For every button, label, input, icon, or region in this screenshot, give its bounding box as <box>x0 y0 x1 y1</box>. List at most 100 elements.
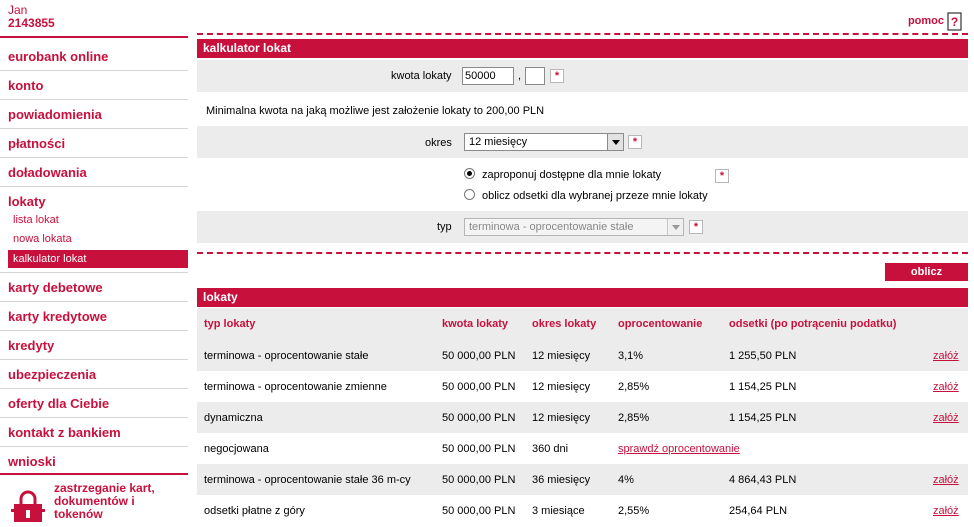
required-marker: * <box>715 169 729 183</box>
sidebar-item-doladowania[interactable]: doładowania <box>8 165 87 180</box>
deposit-rate: 4% <box>618 474 634 486</box>
deposit-type: dynamiczna <box>204 412 263 424</box>
results-title: lokaty <box>197 288 968 307</box>
sidebar-separator <box>0 272 188 273</box>
open-deposit-link[interactable]: załóż <box>933 381 959 393</box>
sidebar-item-kontakt[interactable]: kontakt z bankiem <box>8 425 121 440</box>
sidebar-separator <box>0 388 188 389</box>
restrict-cards-link[interactable]: zastrzeganie kart, dokumentów i tokenów <box>54 481 155 521</box>
deposit-type: odsetki płatne z góry <box>204 505 305 517</box>
column-header: oprocentowanie <box>618 318 703 330</box>
column-header: okres lokaty <box>532 318 597 330</box>
deposit-amount: 50 000,00 PLN <box>442 443 516 455</box>
amount-input[interactable] <box>462 67 514 85</box>
sidebar-item-powiadomienia[interactable]: powiadomienia <box>8 107 102 122</box>
open-deposit-link[interactable]: załóż <box>933 474 959 486</box>
sidebar-separator <box>0 417 188 418</box>
sidebar-item-kredyty[interactable]: kredyty <box>8 338 55 353</box>
required-marker: * <box>689 220 703 234</box>
required-marker: * <box>550 69 564 83</box>
sidebar-item-konto[interactable]: konto <box>8 78 44 93</box>
column-header: typ lokaty <box>204 318 256 330</box>
sidebar-separator <box>0 301 188 302</box>
deposit-interest: 254,64 PLN <box>729 505 788 517</box>
amount-row <box>197 60 968 92</box>
deposit-period: 36 miesięcy <box>532 474 591 486</box>
required-marker: * <box>628 135 642 149</box>
deposit-interest: 1 255,50 PLN <box>729 350 797 362</box>
sidebar-separator <box>0 70 188 71</box>
sidebar-item-platnosci[interactable]: płatności <box>8 136 66 151</box>
deposit-type: terminowa - oprocentowanie zmienne <box>204 381 387 393</box>
deposit-amount: 50 000,00 PLN <box>442 350 516 362</box>
deposit-period: 12 miesięcy <box>532 350 591 362</box>
sidebar-subitem-kalkulator-lokat[interactable]: kalkulator lokat <box>8 250 188 268</box>
amount-cents-input[interactable] <box>525 67 545 85</box>
deposit-interest: 4 864,43 PLN <box>729 474 797 486</box>
deposit-rate: 2,85% <box>618 412 650 424</box>
radio-calculate-label: oblicz odsetki dla wybranej przeze mnie … <box>482 190 708 202</box>
sidebar-item-karty-kredytowe[interactable]: karty kredytowe <box>8 309 107 324</box>
sidebar-divider <box>0 36 188 38</box>
amount-label: kwota lokaty <box>391 70 452 82</box>
sidebar-item-karty-debetowe[interactable]: karty debetowe <box>8 280 103 295</box>
check-rate-link[interactable]: sprawdź oprocentowanie <box>618 443 740 455</box>
period-select-value: 12 miesięcy <box>469 136 528 148</box>
table-row: terminowa - oprocentowanie stałe 36 m-cy… <box>197 464 968 495</box>
deposit-type: terminowa - oprocentowanie stałe <box>204 350 369 362</box>
sidebar-separator <box>0 330 188 331</box>
sidebar-divider <box>0 473 188 475</box>
user-number: 2143855 <box>8 16 55 30</box>
help-icon: ? <box>947 12 962 31</box>
radio-calculate-interest[interactable] <box>464 189 475 200</box>
deposit-type: terminowa - oprocentowanie stałe 36 m-cy <box>204 474 411 486</box>
deposit-rate: 2,85% <box>618 381 650 393</box>
sidebar-item-ubezpieczenia[interactable]: ubezpieczenia <box>8 367 97 382</box>
dashed-divider <box>197 252 968 254</box>
period-select[interactable]: 12 miesięcy <box>464 133 624 151</box>
sidebar-separator <box>0 128 188 129</box>
open-deposit-link[interactable]: załóż <box>933 350 959 362</box>
deposit-type: negocjowana <box>204 443 269 455</box>
open-deposit-link[interactable]: załóż <box>933 412 959 424</box>
sidebar: Jan 2143855 eurobank online konto powiad… <box>0 0 190 527</box>
sidebar-separator <box>0 359 188 360</box>
deposit-interest: 1 154,25 PLN <box>729 412 797 424</box>
lock-icon[interactable] <box>10 490 46 524</box>
radio-propose-deposits[interactable] <box>464 168 475 179</box>
dashed-divider <box>197 33 968 35</box>
results-table-header: typ lokaty kwota lokaty okres lokaty opr… <box>197 308 968 340</box>
table-row: terminowa - oprocentowanie zmienne 50 00… <box>197 371 968 402</box>
sidebar-item-eurobank-online[interactable]: eurobank online <box>8 49 109 64</box>
period-label: okres <box>425 137 452 149</box>
open-deposit-link[interactable]: załóż <box>933 505 959 517</box>
column-header: odsetki (po potrąceniu podatku) <box>729 318 897 330</box>
min-amount-info: Minimalna kwota na jaką możliwe jest zał… <box>206 105 545 117</box>
amount-separator: , <box>518 70 522 82</box>
chevron-down-icon <box>667 219 683 235</box>
type-select[interactable]: terminowa - oprocentowanie stałe <box>464 218 684 236</box>
radio-propose-label: zaproponuj dostępne dla mnie lokaty <box>482 169 662 181</box>
table-row: odsetki płatne z góry 50 000,00 PLN 3 mi… <box>197 495 968 526</box>
column-header: kwota lokaty <box>442 318 509 330</box>
deposit-rate: 3,1% <box>618 350 644 362</box>
deposit-period: 360 dni <box>532 443 569 455</box>
sidebar-item-oferty[interactable]: oferty dla Ciebie <box>8 396 110 411</box>
table-row: terminowa - oprocentowanie stałe 50 000,… <box>197 340 968 371</box>
type-label: typ <box>437 221 452 233</box>
help-link[interactable]: pomoc ? <box>908 10 963 32</box>
deposit-period: 3 miesiące <box>532 505 585 517</box>
deposit-interest: 1 154,25 PLN <box>729 381 797 393</box>
sidebar-subitem-lista-lokat[interactable]: lista lokat <box>13 214 59 226</box>
svg-text:?: ? <box>951 15 958 29</box>
deposit-amount: 50 000,00 PLN <box>442 381 516 393</box>
sidebar-separator <box>0 446 188 447</box>
sidebar-subitem-nowa-lokata[interactable]: nowa lokata <box>13 233 72 245</box>
sidebar-separator <box>0 186 188 187</box>
user-info: Jan 2143855 <box>8 4 55 30</box>
sidebar-separator <box>0 157 188 158</box>
sidebar-item-wnioski[interactable]: wnioski <box>8 454 56 469</box>
sidebar-item-lokaty[interactable]: lokaty <box>8 194 46 209</box>
table-row: negocjowana 50 000,00 PLN 360 dni sprawd… <box>197 433 968 464</box>
calculate-button[interactable]: oblicz <box>885 263 968 281</box>
